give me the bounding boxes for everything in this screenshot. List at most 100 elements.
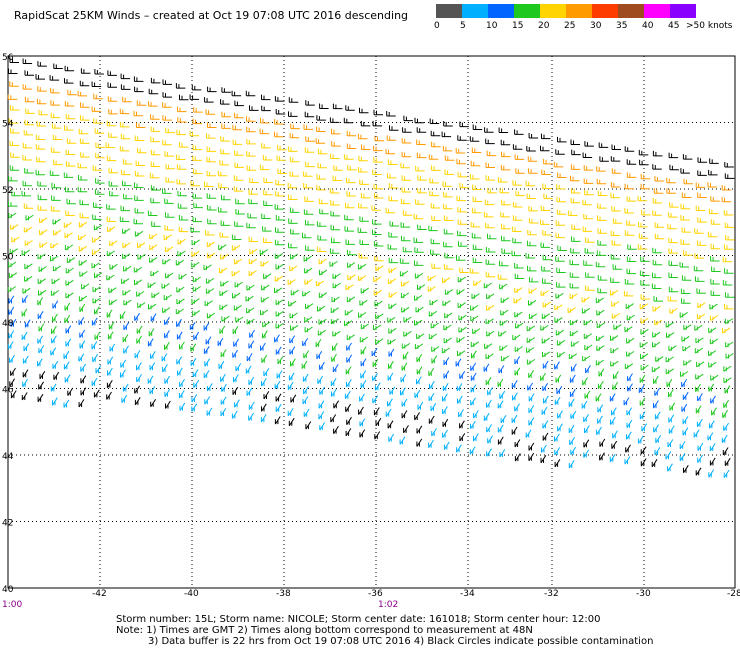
wind-barb <box>431 428 437 437</box>
wind-barb <box>694 347 704 354</box>
wind-barb <box>218 182 228 189</box>
wind-barb <box>24 70 34 76</box>
wind-barb <box>540 242 550 248</box>
wind-barb <box>597 228 607 234</box>
wind-barb <box>428 439 434 448</box>
wind-barb <box>164 151 174 157</box>
wind-barb <box>626 419 633 428</box>
wind-barb <box>581 400 588 409</box>
wind-barb <box>317 305 326 312</box>
wind-barb <box>526 358 536 365</box>
wind-barb <box>626 268 636 275</box>
wind-barb <box>497 177 508 183</box>
wind-barb <box>626 159 637 165</box>
wind-barb <box>288 97 299 103</box>
legend-swatch <box>566 4 592 18</box>
wind-barb <box>275 263 284 270</box>
wind-barb <box>219 325 226 334</box>
wind-barb <box>176 154 186 160</box>
wind-barb <box>79 303 86 313</box>
wind-barb <box>487 187 497 194</box>
lat-label: 56 <box>2 53 14 63</box>
wind-barb <box>78 353 85 362</box>
wind-barb <box>22 355 29 364</box>
wind-barb <box>24 96 35 103</box>
wind-barb <box>485 259 496 265</box>
wind-barb <box>65 325 72 334</box>
wind-barb <box>515 322 524 329</box>
wind-barb <box>191 298 200 305</box>
wind-barb <box>9 165 20 171</box>
wind-barb <box>683 250 693 256</box>
wind-barb <box>150 197 160 204</box>
wind-barb <box>500 309 509 316</box>
wind-barb <box>541 444 547 453</box>
wind-barb <box>63 172 74 178</box>
wind-barb <box>610 230 621 236</box>
wind-barb <box>289 132 300 139</box>
wind-barb <box>107 367 113 376</box>
wind-barb <box>682 427 689 436</box>
wind-barb <box>318 198 329 205</box>
wind-barb <box>485 271 496 278</box>
wind-barb <box>667 223 677 230</box>
wind-barb <box>540 290 549 297</box>
wind-barb <box>709 457 716 466</box>
wind-barb <box>65 338 72 347</box>
wind-barb <box>357 227 368 233</box>
wind-barb <box>416 127 427 133</box>
wind-barb <box>191 84 202 91</box>
wind-barb <box>485 318 494 325</box>
wind-barb <box>515 190 525 197</box>
wind-barb <box>248 340 255 349</box>
wind-barb <box>192 369 199 378</box>
wind-barb <box>724 385 731 394</box>
wind-barb <box>332 342 338 351</box>
wind-barb <box>443 264 454 270</box>
wind-barb <box>471 232 482 239</box>
wind-barb <box>359 418 366 427</box>
wind-barb <box>501 151 511 158</box>
wind-barb <box>668 345 677 352</box>
wind-barb <box>695 373 704 380</box>
wind-barb <box>443 441 450 450</box>
wind-barb <box>557 172 567 178</box>
wind-barb <box>315 339 322 348</box>
wind-barb <box>149 172 160 179</box>
wind-barb <box>52 300 59 309</box>
wind-barb <box>556 196 566 203</box>
wind-barb <box>23 203 34 209</box>
wind-barb <box>669 307 678 314</box>
wind-barb <box>260 296 270 303</box>
time-left: 1:00 <box>2 600 23 610</box>
wind-barb <box>346 177 356 184</box>
wind-barb <box>176 331 183 340</box>
wind-barb <box>665 368 674 375</box>
wind-barb <box>235 209 245 215</box>
wind-barb <box>134 207 145 214</box>
wind-barb <box>94 331 101 340</box>
wind-barb <box>654 387 661 396</box>
wind-barb <box>571 236 581 242</box>
wind-barb <box>123 265 132 272</box>
lat-label: 42 <box>2 519 13 529</box>
wind-barb <box>192 216 202 223</box>
wind-barb <box>388 183 399 189</box>
wind-barb <box>511 380 518 389</box>
wind-barb <box>358 406 364 415</box>
wind-barb <box>652 164 662 170</box>
wind-barb <box>317 235 327 241</box>
wind-barb <box>375 338 384 345</box>
wind-barb <box>305 245 315 251</box>
wind-barb <box>231 90 242 97</box>
lat-label: 44 <box>2 452 14 462</box>
wind-barb <box>346 249 357 256</box>
wind-barb <box>10 224 19 231</box>
wind-barb <box>569 319 578 326</box>
wind-barb <box>527 265 537 272</box>
wind-barb <box>65 210 75 216</box>
wind-barb <box>443 370 450 379</box>
wind-barb <box>329 248 340 254</box>
wind-barb <box>248 198 258 205</box>
wind-barb <box>415 199 425 205</box>
